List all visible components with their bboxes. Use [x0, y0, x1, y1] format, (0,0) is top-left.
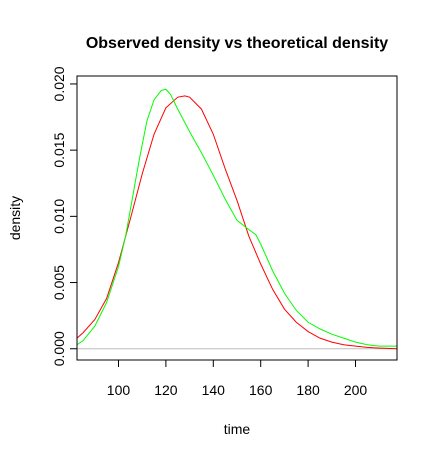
y-tick-label: 0.000 [51, 331, 67, 366]
x-tick-label: 180 [296, 382, 320, 398]
x-tick-label: 100 [107, 382, 131, 398]
x-axis-label: time [224, 421, 251, 437]
y-tick-label: 0.020 [51, 66, 67, 101]
density-series-line-2 [76, 88, 397, 347]
x-axis: 100 120 140 160 180 200 [107, 359, 368, 398]
density-series-line-1 [76, 95, 398, 350]
y-axis-label: density [7, 196, 23, 240]
x-tick-label: 120 [154, 382, 178, 398]
y-tick-label: 0.010 [51, 199, 67, 234]
x-tick-label: 200 [344, 382, 368, 398]
chart-title: Observed density vs theoretical density [86, 35, 388, 52]
x-tick-label: 160 [249, 382, 273, 398]
y-tick-label: 0.015 [51, 132, 67, 167]
x-tick-label: 140 [202, 382, 226, 398]
y-axis: 0.000 0.005 0.010 0.015 0.020 [51, 66, 78, 366]
plot-box [76, 75, 398, 361]
plot-area [76, 88, 398, 350]
y-tick-label: 0.005 [51, 265, 67, 300]
